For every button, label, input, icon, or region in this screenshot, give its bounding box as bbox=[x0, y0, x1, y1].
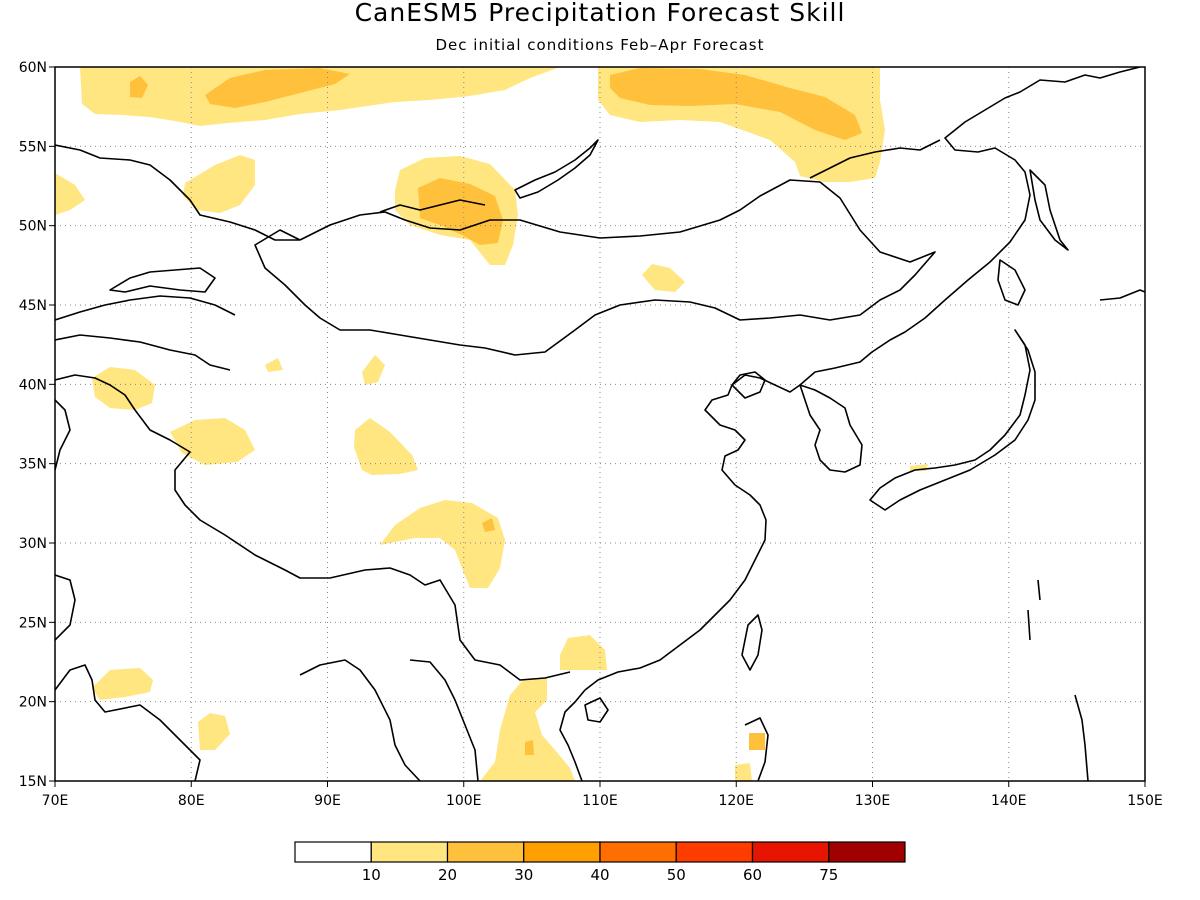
colorbar-swatch bbox=[599, 841, 677, 863]
skill-region-nw-siberia bbox=[80, 67, 560, 126]
longitude-axis: 70E 80E 90E 100E 110E 120E 130E 140E 150E bbox=[42, 781, 1163, 809]
lat-tick-label: 45N bbox=[19, 298, 47, 314]
lon-tick-label: 80E bbox=[178, 793, 205, 809]
colorbar-label: 50 bbox=[667, 866, 686, 884]
colorbar-label: 40 bbox=[590, 866, 609, 884]
lat-tick-label: 20N bbox=[19, 695, 47, 711]
colorbar-label: 10 bbox=[362, 866, 381, 884]
lon-tick-label: 120E bbox=[718, 793, 754, 809]
colorbar-swatch bbox=[523, 841, 601, 863]
colorbar-swatch bbox=[828, 841, 906, 863]
skill-region-indochina bbox=[480, 677, 575, 781]
lon-tick-label: 100E bbox=[446, 793, 482, 809]
lon-tick-label: 130E bbox=[855, 793, 891, 809]
lon-tick-label: 140E bbox=[991, 793, 1027, 809]
lat-tick-label: 40N bbox=[19, 377, 47, 393]
lat-tick-label: 25N bbox=[19, 615, 47, 631]
coastlines bbox=[55, 67, 1145, 781]
skill-region-mongolia-east bbox=[642, 264, 685, 292]
lon-tick-label: 70E bbox=[42, 793, 69, 809]
graticule bbox=[55, 67, 1145, 781]
lat-tick-label: 50N bbox=[19, 219, 47, 235]
colorbar-label: 75 bbox=[819, 866, 838, 884]
lat-tick-label: 60N bbox=[19, 60, 47, 76]
colorbar-swatch bbox=[675, 841, 754, 863]
lon-tick-label: 90E bbox=[314, 793, 341, 809]
skill-region-w-kazakh bbox=[92, 367, 155, 410]
colorbar-label: 30 bbox=[514, 866, 533, 884]
skill-region-india bbox=[92, 668, 153, 700]
skill-region-nw-siberia-high bbox=[205, 68, 350, 108]
skill-region-sichuan bbox=[380, 500, 505, 588]
skill-region-indochina-high bbox=[525, 740, 534, 755]
colorbar: 10 20 30 40 50 60 75 bbox=[294, 841, 906, 884]
lon-tick-label: 150E bbox=[1127, 793, 1163, 809]
colorbar-label: 60 bbox=[743, 866, 762, 884]
skill-region-sichuan-high bbox=[482, 518, 495, 532]
skill-region-qaidam bbox=[362, 355, 385, 385]
colorbar-swatch bbox=[294, 841, 372, 863]
skill-region-e-siberia-high bbox=[610, 68, 862, 140]
skill-region-taiwan-high bbox=[749, 733, 765, 750]
skill-region-tibet-west bbox=[170, 418, 255, 465]
colorbar-swatch bbox=[751, 841, 830, 863]
skill-region-taiwan bbox=[735, 763, 752, 781]
skill-region-tibet-central bbox=[354, 418, 418, 475]
lat-tick-label: 30N bbox=[19, 536, 47, 552]
skill-region-mongolia-high bbox=[418, 178, 503, 245]
skill-region-yunnan bbox=[560, 635, 607, 670]
skill-region-tibet-speck bbox=[265, 358, 283, 372]
lat-tick-label: 35N bbox=[19, 457, 47, 473]
lon-tick-label: 110E bbox=[582, 793, 618, 809]
colorbar-swatch bbox=[446, 841, 525, 863]
skill-region-west-edge bbox=[55, 173, 85, 215]
skill-region-siberia-high-a bbox=[130, 76, 148, 98]
colorbar-swatch bbox=[370, 841, 449, 863]
latitude-axis: 60N 55N 50N 45N 40N 35N 30N 25N 20N 15N bbox=[19, 60, 55, 790]
map-subtitle: Dec initial conditions Feb–Apr Forecast bbox=[436, 36, 765, 54]
colorbar-label: 20 bbox=[438, 866, 457, 884]
skill-region-kazakhstan bbox=[183, 155, 255, 213]
lat-tick-label: 15N bbox=[19, 774, 47, 790]
skill-region-india-south bbox=[198, 713, 230, 750]
skill-shading bbox=[55, 67, 928, 781]
lat-tick-label: 55N bbox=[19, 139, 47, 155]
map-title: CanESM5 Precipitation Forecast Skill bbox=[355, 0, 846, 27]
